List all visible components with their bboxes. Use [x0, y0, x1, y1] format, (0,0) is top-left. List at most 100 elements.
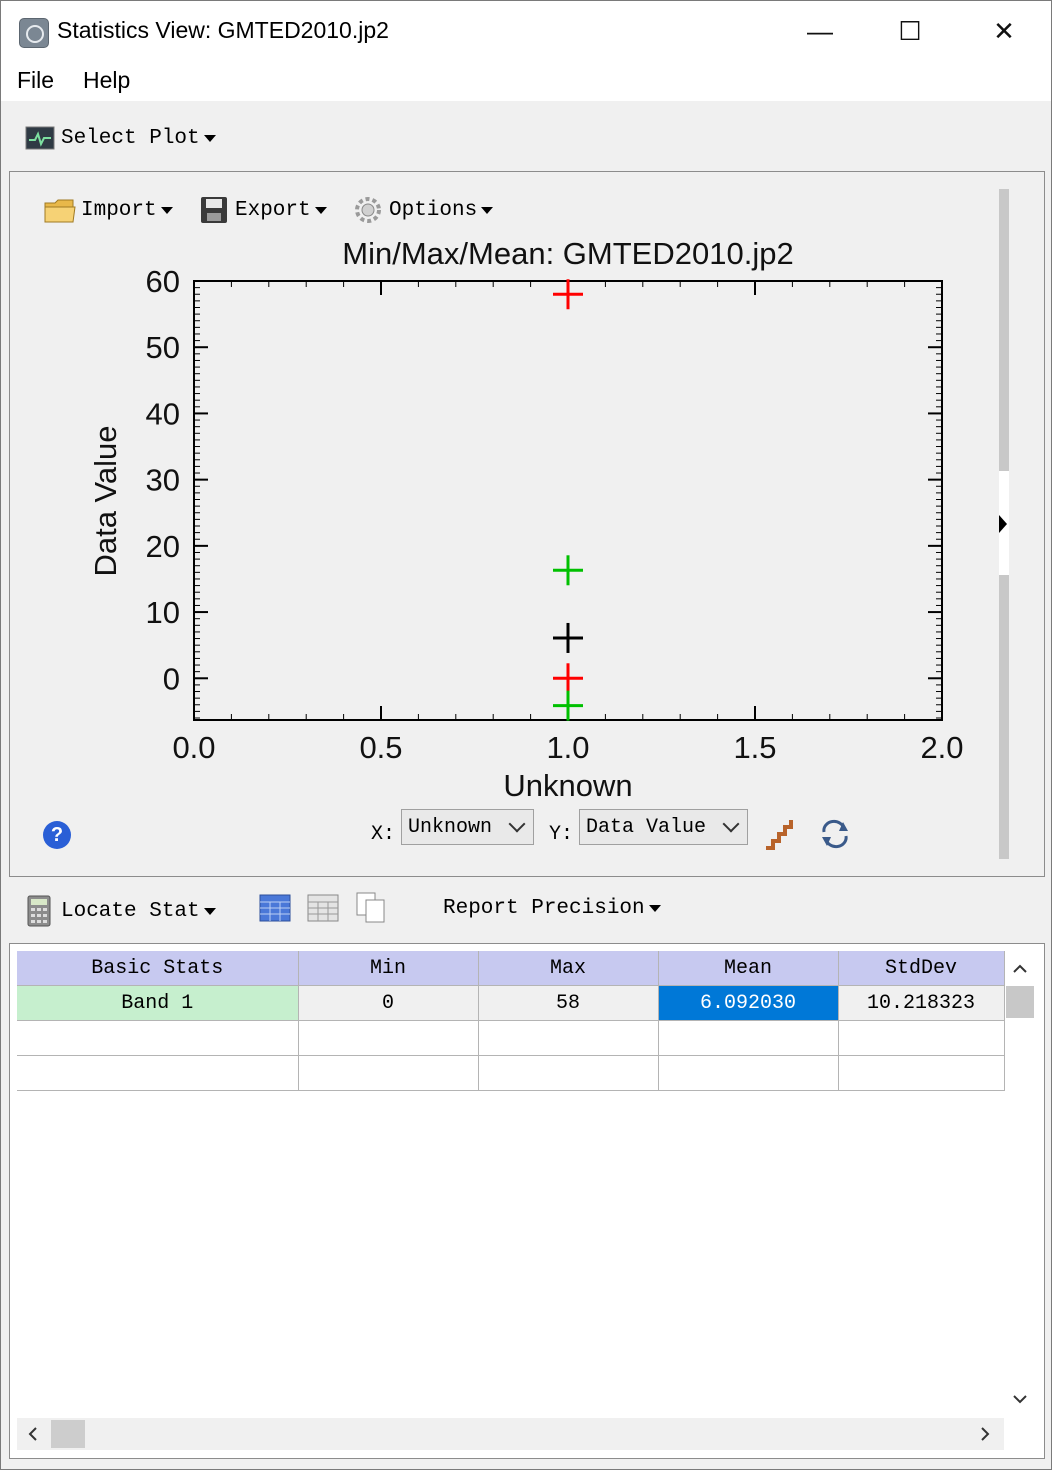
table-cell[interactable]: [298, 1020, 479, 1056]
chevron-down-icon: [160, 206, 173, 214]
data-point: [553, 279, 583, 310]
title-bar: Statistics View: GMTED2010.jp2 — ☐ ✕: [1, 1, 1051, 61]
x-select-label: X:: [371, 823, 396, 846]
x-axis-select-value: Unknown: [408, 815, 493, 839]
chevron-up-icon[interactable]: [1011, 961, 1029, 975]
chevron-down-icon[interactable]: [1011, 1393, 1029, 1407]
table-row: [17, 1055, 1005, 1091]
locate-stat-label: Locate Stat: [61, 899, 200, 923]
copy-icon[interactable]: [355, 891, 387, 925]
table-hscroll[interactable]: [17, 1418, 1004, 1450]
calculator-icon: [27, 895, 51, 927]
table-cell[interactable]: [658, 1020, 839, 1056]
app-icon: [19, 18, 49, 48]
chevron-down-icon: [722, 815, 740, 833]
axis-ticks: [193, 280, 943, 720]
x-tick-label: 0.5: [359, 730, 402, 765]
chevron-left-icon[interactable]: [25, 1425, 39, 1443]
refresh-icon[interactable]: [819, 819, 851, 849]
chevron-down-icon: [203, 907, 216, 915]
table-vscroll-thumb[interactable]: [1006, 986, 1034, 1018]
table-cell[interactable]: [838, 1055, 1005, 1091]
chevron-right-icon[interactable]: [979, 1425, 993, 1443]
table-cell[interactable]: [478, 1020, 659, 1056]
data-point: [553, 622, 583, 653]
export-button[interactable]: Export: [199, 195, 327, 225]
x-tick-label: 1.0: [546, 730, 589, 765]
column-header[interactable]: Basic Stats: [17, 951, 299, 986]
row-label-cell[interactable]: Band 1: [17, 985, 299, 1021]
import-button[interactable]: Import: [43, 195, 173, 225]
y-tick-label: 30: [146, 463, 180, 498]
x-axis-select[interactable]: Unknown: [401, 809, 534, 845]
chevron-right-icon[interactable]: [997, 513, 1009, 535]
chart-title: Min/Max/Mean: GMTED2010.jp2: [342, 236, 793, 271]
x-axis-label: Unknown: [503, 768, 632, 803]
minimize-button[interactable]: —: [807, 16, 833, 46]
table-cell[interactable]: 58: [478, 985, 659, 1021]
x-tick-label: 2.0: [920, 730, 963, 765]
chevron-down-icon: [481, 206, 494, 214]
table-cell[interactable]: [838, 1020, 1005, 1056]
gear-icon: [355, 197, 381, 223]
table-cell[interactable]: 0: [298, 985, 479, 1021]
y-axis-select-value: Data Value: [586, 815, 707, 839]
menu-help[interactable]: Help: [83, 67, 131, 93]
select-plot-label: Select Plot: [61, 126, 200, 150]
plot-panel: [9, 171, 1045, 877]
report-precision-button[interactable]: Report Precision: [443, 897, 661, 920]
y-tick-label: 50: [146, 330, 180, 365]
y-axis-select[interactable]: Data Value: [579, 809, 748, 845]
y-tick-label: 0: [163, 661, 180, 696]
basic-stats-table: Basic Stats Min Max Mean StdDev Band 1 0…: [17, 951, 1005, 1091]
column-header[interactable]: Min: [298, 951, 479, 986]
x-tick-label: 0.0: [172, 730, 215, 765]
selected-table-cell[interactable]: 6.092030: [658, 985, 839, 1021]
select-plot-button[interactable]: Select Plot: [25, 125, 216, 151]
table-cell[interactable]: [478, 1055, 659, 1091]
menu-bar: File Help: [1, 61, 1051, 101]
report-precision-label: Report Precision: [443, 897, 645, 920]
x-tick-label: 1.5: [733, 730, 776, 765]
data-points: [553, 279, 583, 721]
table-row: [17, 1020, 1005, 1056]
table-cell[interactable]: [17, 1055, 299, 1091]
options-button[interactable]: Options: [353, 195, 494, 225]
grid-view-icon[interactable]: [307, 894, 339, 922]
table-cell[interactable]: [298, 1055, 479, 1091]
data-point: [553, 663, 583, 694]
maximize-button[interactable]: ☐: [898, 16, 922, 46]
chevron-down-icon: [648, 905, 661, 912]
column-header[interactable]: Max: [478, 951, 659, 986]
save-icon: [201, 197, 227, 223]
y-select-label: Y:: [549, 823, 574, 846]
data-point: [553, 555, 583, 586]
help-icon[interactable]: ?: [43, 821, 71, 849]
locate-stat-button[interactable]: Locate Stat: [27, 895, 216, 927]
chevron-down-icon: [508, 815, 526, 833]
y-tick-label: 40: [146, 396, 180, 431]
y-tick-label: 10: [146, 595, 180, 630]
close-button[interactable]: ✕: [993, 16, 1015, 46]
y-tick-label: 20: [146, 529, 180, 564]
options-label: Options: [389, 198, 478, 222]
column-header[interactable]: StdDev: [838, 951, 1005, 986]
chevron-down-icon: [203, 134, 216, 142]
table-view-icon[interactable]: [259, 894, 291, 922]
table-row: Band 1 0 58 6.092030 10.218323: [17, 985, 1005, 1021]
min-max-mean-chart: Min/Max/Mean: GMTED2010.jp2 0 10 20 30 40 50 6…: [88, 236, 964, 803]
menu-file[interactable]: File: [17, 67, 55, 93]
data-point: [553, 690, 583, 721]
y-tick-label: 60: [146, 264, 180, 299]
table-cell[interactable]: [17, 1020, 299, 1056]
column-header[interactable]: Mean: [658, 951, 839, 986]
folder-icon: [44, 199, 76, 223]
table-cell[interactable]: 10.218323: [838, 985, 1005, 1021]
export-label: Export: [235, 198, 311, 222]
table-hscroll-thumb[interactable]: [51, 1420, 85, 1448]
y-axis-label: Data Value: [88, 425, 123, 576]
table-cell[interactable]: [658, 1055, 839, 1091]
stairs-icon[interactable]: [763, 817, 797, 851]
table-header-row: Basic Stats Min Max Mean StdDev: [17, 951, 1005, 986]
